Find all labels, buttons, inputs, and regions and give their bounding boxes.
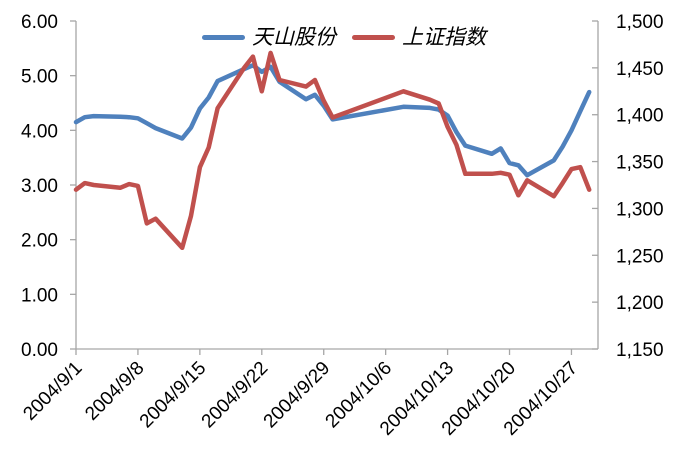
left-axis-tick-label: 5.00: [21, 67, 58, 88]
tianshan-line-swatch-icon: [202, 34, 245, 40]
x-axis-tick-label: 2004/9/22: [198, 358, 273, 433]
tianshan-series-line: [73, 63, 592, 178]
left-axis-tick-label: 6.00: [21, 12, 58, 33]
left-axis-tick-label: 2.00: [21, 231, 58, 252]
right-axis-tick-label: 1,500: [616, 12, 664, 33]
legend-item-tianshan: 天山股份: [202, 24, 336, 49]
right-axis-tick-label: 1,250: [616, 246, 664, 267]
sse-index-line-swatch-icon: [352, 34, 395, 40]
left-axis-tick-label: 0.00: [21, 340, 58, 361]
legend-label-tianshan: 天山股份: [252, 24, 336, 49]
legend-label-sse-index: 上证指数: [402, 24, 486, 49]
left-axis-tick-label: 4.00: [21, 121, 58, 142]
left-axis-tick-label: 1.00: [21, 285, 58, 306]
right-axis-tick-label: 1,350: [616, 153, 664, 174]
x-axis-tick-label: 2004/9/29: [260, 358, 335, 433]
right-axis-tick-label: 1,450: [616, 59, 664, 80]
right-axis-tick-label: 1,300: [616, 199, 664, 220]
left-axis-tick-label: 3.00: [21, 176, 58, 197]
right-axis-tick-label: 1,150: [616, 340, 664, 361]
x-axis-tick-label: 2004/9/15: [136, 358, 211, 433]
chart-legend: 天山股份 上证指数: [202, 25, 486, 49]
legend-item-sse-index: 上证指数: [352, 24, 486, 49]
sse-index-series-line: [73, 50, 592, 251]
right-axis-tick-label: 1,400: [616, 106, 664, 127]
right-axis-tick-label: 1,200: [616, 293, 664, 314]
x-axis-tick-label: 2004/9/1: [19, 358, 86, 425]
